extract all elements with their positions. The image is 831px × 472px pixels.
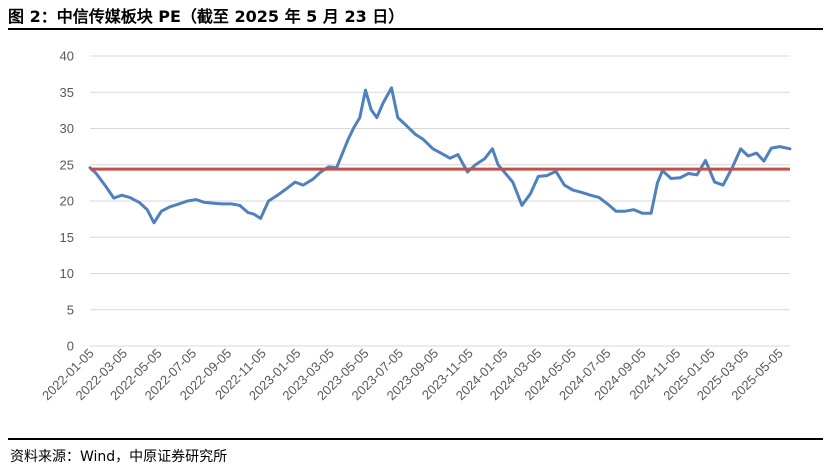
pe-line-chart: 0 5 10 15 20 25 30 35 40 2022-01-052022-03-05202… (39, 49, 792, 404)
y-tick-label: 35 (60, 85, 74, 100)
series-layer (88, 86, 792, 225)
gridlines (90, 55, 790, 347)
chart-title: 图 2：中信传媒板块 PE（截至 2025 年 5 月 23 日） (8, 7, 405, 26)
y-axis: 0 5 10 15 20 25 30 35 40 (60, 49, 74, 354)
y-tick-label: 40 (60, 49, 74, 64)
top-rule (8, 28, 823, 30)
y-tick-label: 15 (60, 230, 74, 245)
y-tick-label: 0 (67, 339, 74, 354)
y-tick-label: 10 (60, 266, 74, 281)
y-tick-label: 5 (67, 302, 74, 317)
y-tick-label: 30 (60, 121, 74, 136)
y-tick-label: 20 (60, 194, 74, 209)
source-note: 资料来源：Wind，中原证券研究所 (10, 449, 228, 465)
pe-series-line (88, 86, 792, 225)
x-axis: 2022-01-052022-03-052022-05-052022-07-05… (39, 346, 786, 404)
y-tick-label: 25 (60, 157, 74, 172)
bottom-rule (8, 438, 823, 440)
